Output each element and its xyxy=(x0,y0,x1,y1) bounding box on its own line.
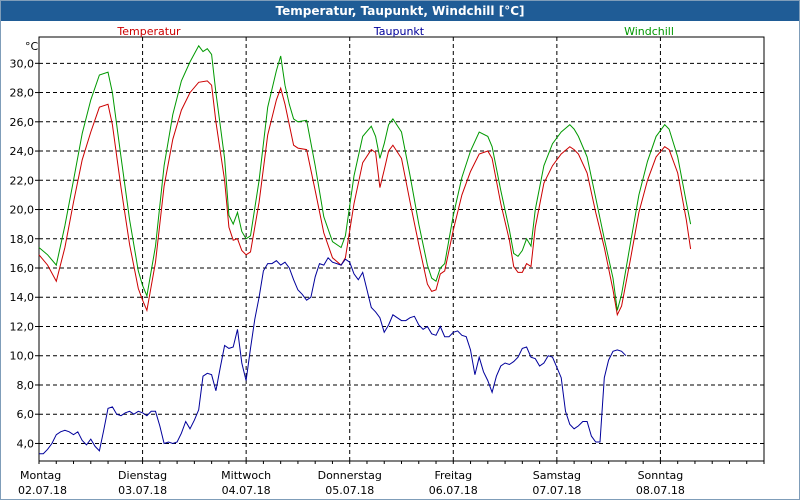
y-tick-label: 20,0 xyxy=(10,204,35,217)
legend-windchill: Windchill xyxy=(624,25,674,38)
y-tick-label: 16,0 xyxy=(10,262,35,275)
x-day-label: Freitag xyxy=(434,469,472,482)
y-tick-label: 4,0 xyxy=(17,437,35,450)
x-day-label: Mittwoch xyxy=(221,469,271,482)
x-date-label: 02.07.18 xyxy=(18,484,67,497)
x-date-label: 04.07.18 xyxy=(222,484,271,497)
y-axis-unit-label: °C xyxy=(25,40,39,53)
series-line-windchill xyxy=(38,44,692,311)
x-date-label: 08.07.18 xyxy=(636,484,685,497)
legend-taupunkt: Taupunkt xyxy=(373,25,425,38)
x-date-label: 06.07.18 xyxy=(429,484,478,497)
plot-frame xyxy=(38,36,765,462)
x-date-label: 03.07.18 xyxy=(118,484,167,497)
y-tick-label: 30,0 xyxy=(10,57,35,70)
x-day-label: Donnerstag xyxy=(318,469,382,482)
x-date-label: 07.07.18 xyxy=(532,484,581,497)
y-tick-label: 14,0 xyxy=(10,291,35,304)
x-day-label: Montag xyxy=(20,469,61,482)
y-tick-label: 22,0 xyxy=(10,174,35,187)
y-tick-label: 26,0 xyxy=(10,116,35,129)
y-tick-label: 18,0 xyxy=(10,233,35,246)
y-tick-label: 12,0 xyxy=(10,320,35,333)
x-day-label: Dienstag xyxy=(118,469,167,482)
series-line-temperatur xyxy=(38,80,692,317)
series-line-taupunkt xyxy=(39,256,627,455)
y-tick-label: 10,0 xyxy=(10,350,35,363)
x-day-label: Samstag xyxy=(533,469,581,482)
chart-title: Temperatur, Taupunkt, Windchill [°C] xyxy=(1,1,799,21)
y-tick-label: 6,0 xyxy=(17,408,35,421)
y-tick-label: 28,0 xyxy=(10,87,35,100)
y-tick-label: 24,0 xyxy=(10,145,35,158)
x-date-label: 05.07.18 xyxy=(325,484,374,497)
legend-temperatur: Temperatur xyxy=(116,25,181,38)
x-day-label: Sonntag xyxy=(638,469,684,482)
y-tick-label: 8,0 xyxy=(17,379,35,392)
